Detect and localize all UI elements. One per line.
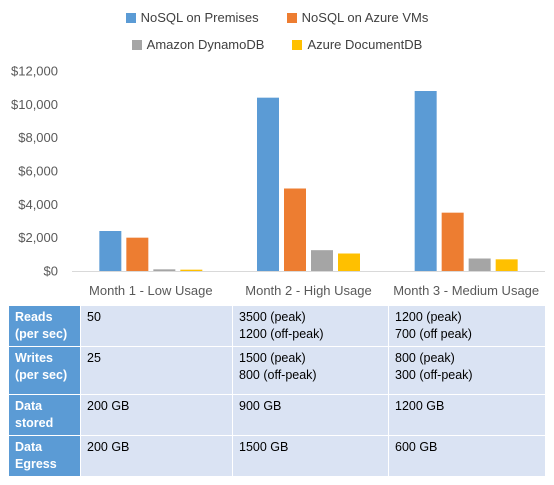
bar (284, 188, 306, 271)
bar (441, 212, 464, 271)
row-header: Data stored (8, 394, 81, 436)
row-header: Reads (per sec) (8, 305, 81, 347)
legend-label-azure-documentdb: Azure DocumentDB (307, 37, 423, 52)
bar (99, 231, 122, 271)
legend-swatch-nosql-azure-vms (286, 12, 297, 23)
cell-line: 800 (off-peak) (239, 368, 317, 382)
y-tick-label: $6,000 (18, 164, 58, 179)
bar (257, 97, 279, 272)
y-tick-label: $10,000 (11, 97, 58, 112)
y-tick-label: $12,000 (11, 64, 58, 79)
table-cell: 600 GB (388, 435, 546, 477)
cell-line: 900 GB (239, 399, 282, 413)
bar (311, 250, 333, 271)
table-cell: 25 (80, 346, 233, 395)
cell-line: 25 (87, 351, 101, 365)
table-cell: 1200 GB (388, 394, 546, 436)
row-header-line: Data (15, 399, 43, 413)
row-header-line: Reads (15, 310, 53, 324)
bar (126, 237, 149, 271)
cell-line: 200 GB (87, 399, 130, 413)
row-header: Data Egress (8, 435, 81, 477)
row-header-line: (per sec) (15, 327, 68, 341)
table-cell: 900 GB (232, 394, 389, 436)
bar (495, 259, 518, 271)
bar (468, 258, 491, 271)
cell-line: 1200 (peak) (395, 310, 462, 324)
cell-line: 1200 GB (395, 399, 445, 413)
table-row: Data Egress 200 GB 1500 GB 600 GB (8, 435, 546, 477)
cell-line: 3500 (peak) (239, 310, 306, 324)
row-header: Writes (per sec) (8, 346, 81, 395)
x-tick-label: Month 2 - High Usage (245, 283, 371, 298)
row-header-line: (per sec) (15, 368, 68, 382)
cell-line: 600 GB (395, 440, 438, 454)
y-tick-label: $8,000 (18, 130, 58, 145)
legend-item-amazon-dynamodb: Amazon DynamoDB (131, 37, 265, 52)
cell-line: 1200 (off-peak) (239, 327, 324, 341)
cell-line: 200 GB (87, 440, 130, 454)
legend-label-amazon-dynamodb: Amazon DynamoDB (146, 37, 265, 52)
row-header-line: stored (15, 416, 54, 430)
cell-line: 300 (off-peak) (395, 368, 473, 382)
usage-table-body: Reads (per sec) 50 3500 (peak) 1200 (off-pea… (8, 305, 546, 477)
table-cell: 3500 (peak) 1200 (off-peak) (232, 305, 389, 347)
cell-line: 1500 (peak) (239, 351, 306, 365)
row-header-line: Writes (15, 351, 53, 365)
legend-swatch-amazon-dynamodb (131, 39, 142, 50)
legend-item-nosql-premises: NoSQL on Premises (125, 10, 259, 25)
y-tick-label: $4,000 (18, 197, 58, 212)
bar (180, 269, 203, 271)
legend-item-nosql-azure-vms: NoSQL on Azure VMs (286, 10, 429, 25)
x-tick-label: Month 3 - Medium Usage (393, 283, 539, 298)
table-cell: 50 (80, 305, 233, 347)
cell-line: 1500 GB (239, 440, 289, 454)
table-row: Writes (per sec) 25 1500 (peak) 800 (off-pea… (8, 346, 546, 395)
table-cell: 1500 (peak) 800 (off-peak) (232, 346, 389, 395)
y-tick-label: $0 (44, 264, 58, 279)
chart-legend: NoSQL on Premises NoSQL on Azure VMs Ama… (0, 0, 554, 60)
table-cell: 800 (peak) 300 (off-peak) (388, 346, 546, 395)
legend-row-2: Amazon DynamoDB Azure DocumentDB (0, 37, 554, 52)
table-cell: 200 GB (80, 394, 233, 436)
cell-line: 700 (off peak) (395, 327, 472, 341)
legend-swatch-azure-documentdb (292, 39, 303, 50)
bar-chart: $0 $2,000 $4,000 $6,000 $8,000 $10,000 $12,000… (11, 64, 545, 298)
usage-table: Reads (per sec) 50 3500 (peak) 1200 (off-pea… (8, 305, 546, 477)
table-row: Data stored 200 GB 900 GB 1200 GB (8, 394, 546, 436)
legend-label-nosql-premises: NoSQL on Premises (140, 10, 259, 25)
bar (153, 269, 176, 271)
cell-line: 50 (87, 310, 101, 324)
cell-line: 800 (peak) (395, 351, 455, 365)
row-header-line: Egress (15, 457, 57, 471)
row-header-line: Data (15, 440, 43, 454)
table-row: Reads (per sec) 50 3500 (peak) 1200 (off-pea… (8, 305, 546, 347)
bar (338, 253, 360, 271)
table-cell: 200 GB (80, 435, 233, 477)
table-cell: 1200 (peak) 700 (off peak) (388, 305, 546, 347)
table-cell: 1500 GB (232, 435, 389, 477)
bar (414, 91, 437, 271)
legend-item-azure-documentdb: Azure DocumentDB (292, 37, 422, 52)
legend-swatch-nosql-premises (125, 12, 136, 23)
y-tick-label: $2,000 (18, 230, 58, 245)
x-tick-label: Month 1 - Low Usage (89, 283, 213, 298)
legend-row-1: NoSQL on Premises NoSQL on Azure VMs (0, 10, 554, 25)
legend-label-nosql-azure-vms: NoSQL on Azure VMs (301, 10, 429, 25)
